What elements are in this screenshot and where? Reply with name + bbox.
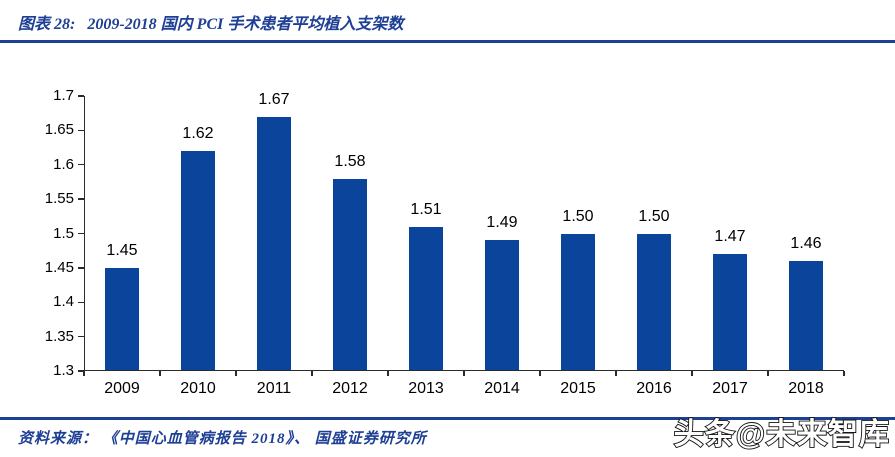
bar-value-label-2013: 1.51 [410,200,442,218]
figure-title: 图表 28: 2009-2018 国内 PCI 手术患者平均植入支架数 [18,10,403,34]
bar-value-label-2012: 1.58 [334,152,366,170]
bar-2016 [637,233,671,370]
bar-2015 [561,233,595,370]
y-axis-tick [78,198,84,200]
y-axis-label: 1.6 [53,155,74,173]
x-axis-label-2018: 2018 [788,380,824,397]
bar-value-label-2010: 1.62 [182,125,214,142]
y-axis-tick [78,129,84,132]
bar-value-label-2017: 1.47 [714,228,746,246]
x-axis-label-2010: 2010 [180,380,216,397]
bar-value-label-2011: 1.67 [258,90,290,108]
y-axis-tick [78,370,84,372]
bar-2010 [181,151,215,370]
y-axis-label: 1.55 [44,190,74,208]
x-axis-label-2017: 2017 [712,380,748,397]
figure-title-text: 2009-2018 国内 PCI 手术患者平均植入支架数 [87,16,404,33]
y-axis-tick [78,301,84,303]
y-axis-label: 1.4 [53,293,74,311]
x-axis-label-2014: 2014 [484,380,520,397]
x-axis-tick [83,371,85,376]
bar-2017 [713,254,747,370]
x-axis-label-2013: 2013 [408,380,444,397]
figure-label: 图表 28: [18,16,76,33]
y-axis-label: 1.3 [53,362,74,379]
bar-chart: 1.3 1.35 1.4 1.45 1.5 1.55 1.6 1.65 1.7 1.45 2009 1… [0,44,895,414]
x-axis-tick [539,371,541,376]
footer-separator-rule [0,417,895,420]
bar-value-label-2014: 1.49 [486,214,518,232]
y-axis-label: 1.5 [53,224,74,242]
x-axis-tick [387,371,389,376]
x-axis-label-2009: 2009 [104,380,140,397]
y-axis-label: 1.35 [44,327,74,345]
plot-axes [84,96,844,371]
bar-2009 [105,267,139,370]
bar-2011 [257,116,291,370]
y-axis-label: 1.65 [44,121,74,139]
watermark: 头条@未来智库 [673,417,890,452]
x-axis-tick [235,371,237,376]
x-axis-label-2012: 2012 [332,380,368,397]
x-axis-tick [463,371,465,376]
bar-value-label-2018: 1.46 [790,235,822,252]
x-axis-label-2011: 2011 [256,380,292,397]
bar-2014 [485,240,519,370]
x-axis-label-2016: 2016 [636,380,672,397]
x-axis-tick [843,371,845,376]
y-axis-label: 1.7 [53,87,74,104]
y-axis-tick [78,232,84,235]
y-axis-tick [78,95,84,97]
bar-2018 [789,261,823,370]
y-axis-tick [78,164,84,166]
bar-value-label-2015: 1.50 [562,207,594,225]
y-axis-label: 1.45 [44,258,74,276]
y-axis-tick [78,267,84,269]
x-axis-tick [159,371,161,376]
title-separator-rule [0,40,895,43]
bar-value-label-2009: 1.45 [106,241,138,259]
x-axis-label-2015: 2015 [560,380,596,397]
bar-value-label-2016: 1.50 [638,207,670,225]
x-axis-tick [311,371,313,376]
x-axis-tick [691,371,693,376]
bar-2012 [333,178,367,370]
x-axis-tick [767,371,769,376]
source-attribution: 资料来源： 《中国心血管病报告 2018》、 国盛证券研究所 [18,431,427,447]
y-axis-tick [78,335,84,338]
x-axis-tick [615,371,617,376]
bar-2013 [409,226,443,370]
